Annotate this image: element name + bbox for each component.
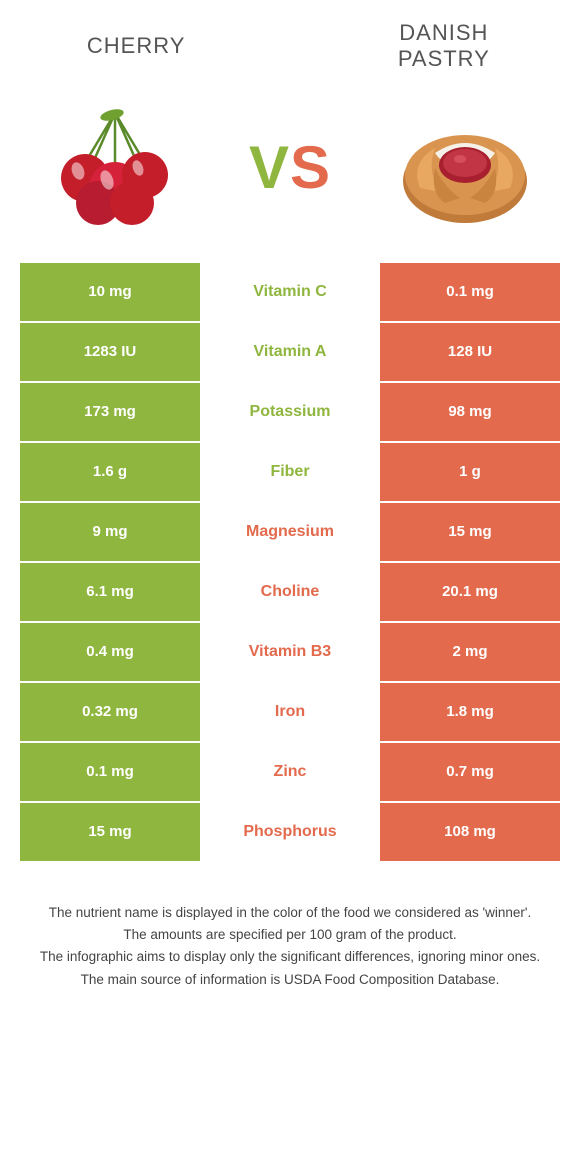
nutrient-name-cell: Potassium xyxy=(200,383,380,441)
vs-s: S xyxy=(290,134,331,201)
nutrient-name-cell: Magnesium xyxy=(200,503,380,561)
nutrient-name-cell: Vitamin A xyxy=(200,323,380,381)
left-food-title: CHERRY xyxy=(40,33,232,59)
table-row: 1.6 gFiber1 g xyxy=(20,443,560,503)
left-value-cell: 9 mg xyxy=(20,503,200,561)
nutrient-name-cell: Phosphorus xyxy=(200,803,380,861)
nutrition-table: 10 mgVitamin C0.1 mg1283 IUVitamin A128 … xyxy=(20,263,560,863)
nutrient-name-cell: Vitamin B3 xyxy=(200,623,380,681)
right-value-cell: 128 IU xyxy=(380,323,560,381)
right-value-cell: 20.1 mg xyxy=(380,563,560,621)
table-row: 10 mgVitamin C0.1 mg xyxy=(20,263,560,323)
right-value-cell: 108 mg xyxy=(380,803,560,861)
table-row: 0.4 mgVitamin B32 mg xyxy=(20,623,560,683)
images-row: VS xyxy=(0,83,580,263)
table-row: 0.1 mgZinc0.7 mg xyxy=(20,743,560,803)
left-value-cell: 173 mg xyxy=(20,383,200,441)
cherry-image xyxy=(40,103,190,233)
nutrient-name-cell: Iron xyxy=(200,683,380,741)
left-value-cell: 1283 IU xyxy=(20,323,200,381)
table-row: 15 mgPhosphorus108 mg xyxy=(20,803,560,863)
nutrient-name-cell: Zinc xyxy=(200,743,380,801)
left-value-cell: 10 mg xyxy=(20,263,200,321)
table-row: 0.32 mgIron1.8 mg xyxy=(20,683,560,743)
nutrient-name-cell: Fiber xyxy=(200,443,380,501)
right-value-cell: 2 mg xyxy=(380,623,560,681)
right-value-cell: 0.1 mg xyxy=(380,263,560,321)
footnotes: The nutrient name is displayed in the co… xyxy=(0,893,580,1002)
table-row: 9 mgMagnesium15 mg xyxy=(20,503,560,563)
nutrient-name-cell: Choline xyxy=(200,563,380,621)
header: CHERRY DANISHPASTRY xyxy=(0,0,580,83)
vs-v: V xyxy=(249,134,290,201)
left-value-cell: 0.4 mg xyxy=(20,623,200,681)
table-row: 6.1 mgCholine20.1 mg xyxy=(20,563,560,623)
footnote-line: The infographic aims to display only the… xyxy=(30,947,550,967)
right-food-title: DANISHPASTRY xyxy=(348,20,540,73)
danish-pastry-image xyxy=(390,103,540,233)
nutrient-name-cell: Vitamin C xyxy=(200,263,380,321)
vs-label: VS xyxy=(249,133,331,202)
footnote-line: The main source of information is USDA F… xyxy=(30,970,550,990)
right-value-cell: 15 mg xyxy=(380,503,560,561)
left-value-cell: 0.32 mg xyxy=(20,683,200,741)
left-value-cell: 1.6 g xyxy=(20,443,200,501)
right-value-cell: 0.7 mg xyxy=(380,743,560,801)
right-value-cell: 98 mg xyxy=(380,383,560,441)
table-row: 1283 IUVitamin A128 IU xyxy=(20,323,560,383)
table-row: 173 mgPotassium98 mg xyxy=(20,383,560,443)
footnote-line: The amounts are specified per 100 gram o… xyxy=(30,925,550,945)
right-value-cell: 1 g xyxy=(380,443,560,501)
left-value-cell: 15 mg xyxy=(20,803,200,861)
left-value-cell: 6.1 mg xyxy=(20,563,200,621)
footnote-line: The nutrient name is displayed in the co… xyxy=(30,903,550,923)
right-value-cell: 1.8 mg xyxy=(380,683,560,741)
left-value-cell: 0.1 mg xyxy=(20,743,200,801)
